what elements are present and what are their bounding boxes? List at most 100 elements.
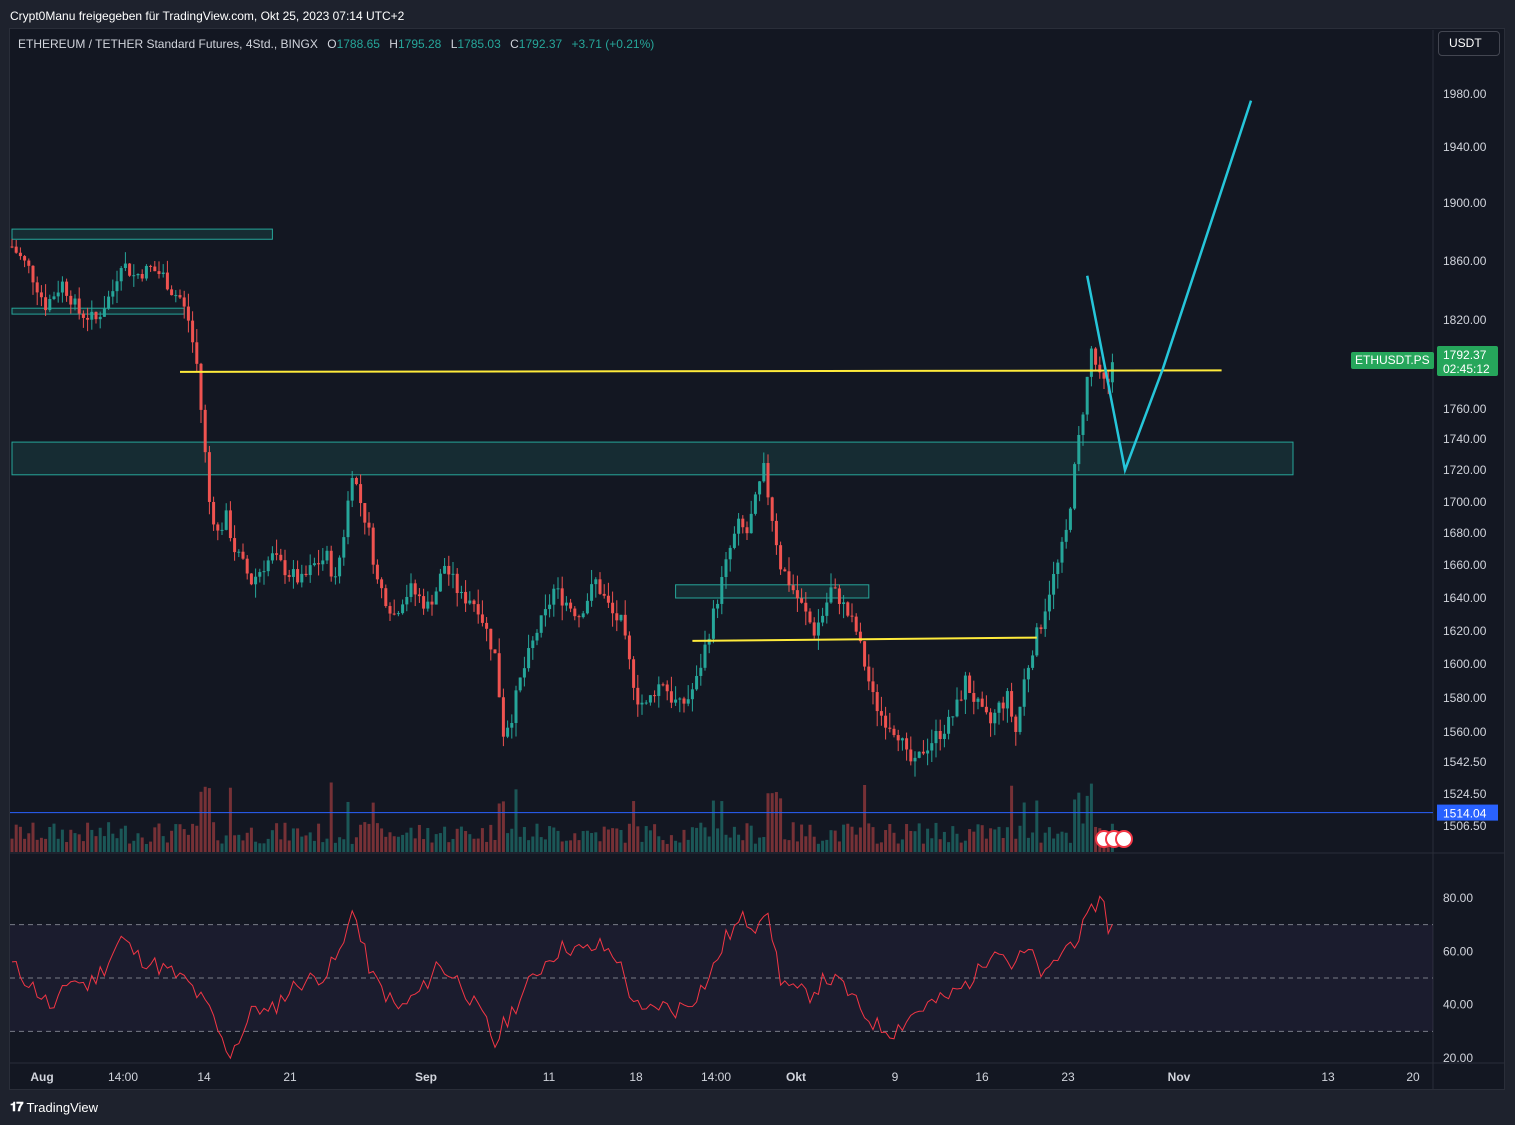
candle[interactable] <box>1005 691 1009 709</box>
candle[interactable] <box>762 463 766 482</box>
candle[interactable] <box>434 591 438 605</box>
candle[interactable] <box>556 588 560 590</box>
candle[interactable] <box>905 738 909 750</box>
candle[interactable] <box>913 757 917 762</box>
candle[interactable] <box>527 648 531 669</box>
candle[interactable] <box>766 463 770 498</box>
candle[interactable] <box>174 295 178 297</box>
candle[interactable] <box>993 712 997 724</box>
candle[interactable] <box>863 641 867 667</box>
candle[interactable] <box>317 563 321 565</box>
candle[interactable] <box>711 608 715 639</box>
candle[interactable] <box>783 569 787 572</box>
candle[interactable] <box>270 553 274 561</box>
candle[interactable] <box>657 684 661 696</box>
candle[interactable] <box>149 265 153 267</box>
candle[interactable] <box>48 299 52 311</box>
candle[interactable] <box>997 702 1001 713</box>
candle[interactable] <box>1018 706 1022 732</box>
candle[interactable] <box>552 588 556 605</box>
candle[interactable] <box>942 733 946 740</box>
candle[interactable] <box>594 579 598 585</box>
support-zone-3[interactable] <box>675 584 870 599</box>
candle[interactable] <box>888 727 892 729</box>
candle[interactable] <box>804 602 808 612</box>
candle[interactable] <box>451 573 455 575</box>
candle[interactable] <box>161 272 165 275</box>
candle[interactable] <box>409 583 413 597</box>
candle[interactable] <box>413 583 417 595</box>
candle[interactable] <box>10 246 14 248</box>
candle[interactable] <box>930 743 934 751</box>
candle[interactable] <box>522 668 526 678</box>
candle[interactable] <box>514 690 518 724</box>
candle[interactable] <box>896 735 900 741</box>
rsi-line[interactable] <box>11 895 1113 1060</box>
candle[interactable] <box>354 477 358 485</box>
candle[interactable] <box>1073 464 1077 509</box>
currency-button[interactable]: USDT <box>1438 31 1500 56</box>
candle[interactable] <box>233 538 237 553</box>
candle[interactable] <box>1043 611 1047 630</box>
candle[interactable] <box>573 608 577 617</box>
candle[interactable] <box>808 611 812 623</box>
candle[interactable] <box>199 363 203 410</box>
candle[interactable] <box>321 560 325 565</box>
candle[interactable] <box>342 537 346 558</box>
candle[interactable] <box>153 266 157 272</box>
candle[interactable] <box>959 699 963 701</box>
candle[interactable] <box>968 675 972 693</box>
candle[interactable] <box>77 298 81 314</box>
candle[interactable] <box>989 712 993 724</box>
chart-frame[interactable] <box>9 28 1505 1090</box>
candle[interactable] <box>90 311 94 320</box>
candle[interactable] <box>846 602 850 616</box>
candle[interactable] <box>1081 414 1085 435</box>
candle[interactable] <box>287 575 291 577</box>
candle[interactable] <box>816 622 820 636</box>
candle[interactable] <box>543 609 547 616</box>
candle[interactable] <box>1060 541 1064 563</box>
candle[interactable] <box>644 702 648 704</box>
candle[interactable] <box>745 527 749 534</box>
trend-line-0[interactable] <box>179 369 1222 373</box>
candle[interactable] <box>237 551 241 553</box>
candle[interactable] <box>489 628 493 650</box>
candle[interactable] <box>111 291 115 297</box>
candle[interactable] <box>224 510 228 530</box>
candle[interactable] <box>947 716 951 734</box>
candle[interactable] <box>371 527 375 565</box>
candle[interactable] <box>333 576 337 578</box>
candle[interactable] <box>123 263 127 269</box>
candle[interactable] <box>884 715 888 728</box>
candle[interactable] <box>296 569 300 583</box>
candle[interactable] <box>539 615 543 633</box>
candle[interactable] <box>388 606 392 614</box>
candle[interactable] <box>821 615 825 623</box>
candle[interactable] <box>842 602 846 604</box>
candle[interactable] <box>867 666 871 682</box>
candle[interactable] <box>60 281 64 293</box>
candle[interactable] <box>476 604 480 615</box>
candle[interactable] <box>661 684 665 686</box>
candle[interactable] <box>1110 362 1114 383</box>
candle[interactable] <box>678 698 682 700</box>
candle[interactable] <box>879 711 883 716</box>
candle[interactable] <box>716 603 720 609</box>
candle[interactable] <box>128 263 132 276</box>
candle[interactable] <box>497 653 501 698</box>
candle[interactable] <box>430 601 434 605</box>
candle[interactable] <box>812 622 816 636</box>
candle[interactable] <box>304 573 308 576</box>
candle[interactable] <box>1056 562 1060 574</box>
candle[interactable] <box>653 695 657 697</box>
candle[interactable] <box>758 481 762 495</box>
candle[interactable] <box>1047 594 1051 612</box>
candle[interactable] <box>686 699 690 704</box>
projection-path[interactable] <box>1085 100 1253 475</box>
candle[interactable] <box>1089 348 1093 377</box>
candle[interactable] <box>669 691 673 703</box>
candle[interactable] <box>417 594 421 597</box>
candle[interactable] <box>98 316 102 320</box>
candle[interactable] <box>976 698 980 702</box>
